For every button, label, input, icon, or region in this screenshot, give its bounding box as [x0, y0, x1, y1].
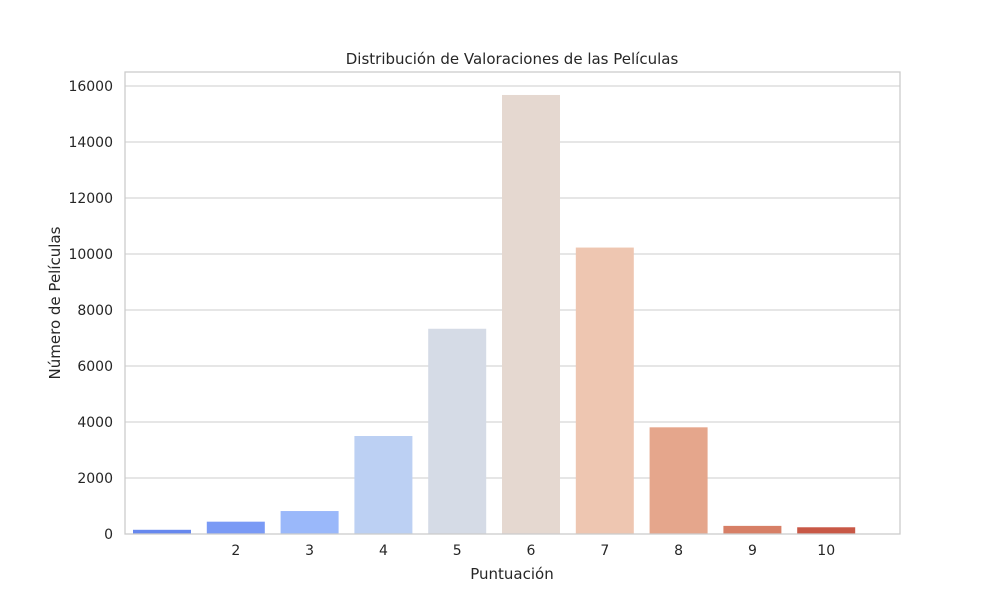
y-tick-label: 4000: [77, 415, 113, 431]
x-tick-label: 10: [817, 543, 835, 559]
bar: [354, 436, 413, 534]
x-tick-label: 9: [748, 543, 757, 559]
bar: [280, 511, 339, 534]
y-tick-label: 12000: [68, 191, 113, 207]
x-tick-label: 8: [674, 543, 683, 559]
bar: [797, 527, 856, 534]
y-tick-label: 16000: [68, 79, 113, 95]
x-axis-label: Puntuación: [470, 565, 553, 583]
x-tick-label: 7: [600, 543, 609, 559]
x-tick-labels: 2 3 4 5 6 7 8 9 10: [231, 543, 835, 559]
bar: [206, 521, 265, 534]
x-tick-label: 3: [305, 543, 314, 559]
y-tick-label: 10000: [68, 247, 113, 263]
y-tick-label: 2000: [77, 471, 113, 487]
bar: [723, 525, 782, 534]
x-tick-label: 6: [527, 543, 536, 559]
x-tick-label: 5: [453, 543, 462, 559]
bar: [133, 529, 191, 534]
bar: [649, 427, 708, 534]
y-tick-label: 0: [104, 527, 113, 543]
chart-title: Distribución de Valoraciones de las Pelí…: [346, 50, 679, 68]
bar: [502, 94, 560, 535]
bar: [428, 328, 487, 534]
x-tick-label: 2: [231, 543, 240, 559]
y-axis-label: Número de Películas: [46, 226, 64, 379]
x-tick-label: 4: [379, 543, 388, 559]
y-tick-label: 8000: [77, 303, 113, 319]
y-tick-label: 6000: [77, 359, 113, 375]
bar: [575, 247, 634, 534]
bars: [133, 94, 856, 535]
plot-frame: [124, 71, 901, 535]
y-tick-labels: 0 2000 4000 6000 8000 10000 12000 14000 16000: [68, 79, 113, 543]
y-tick-label: 14000: [68, 135, 113, 151]
